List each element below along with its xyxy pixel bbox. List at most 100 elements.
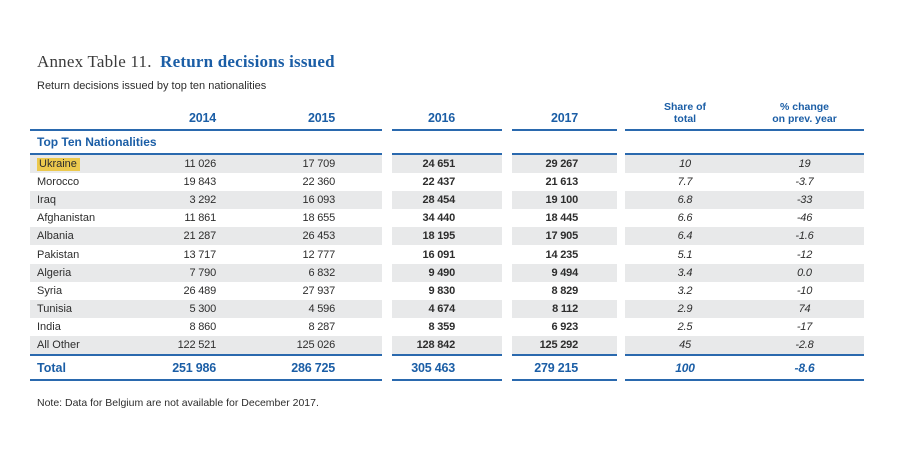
header-2015: 2015 — [272, 97, 382, 131]
column-gutter — [382, 335, 392, 355]
cell-text: 3.4 — [677, 266, 693, 279]
value-2015: 6 832 — [272, 263, 382, 282]
value-2014: 13 717 — [162, 245, 272, 263]
header-share-of-total: Share of total — [625, 97, 745, 131]
column-gutter — [617, 335, 625, 355]
column-gutter — [617, 131, 625, 155]
section-empty-cell — [392, 131, 502, 155]
cell-text: 3 292 — [189, 194, 216, 207]
table-row: Morocco 19 843 22 360 22 437 21 613 7.7 -3.7 — [30, 173, 864, 192]
value-2017: 17 905 — [512, 227, 617, 246]
cell-text: 2.9 — [677, 302, 693, 315]
cell-text: 45 — [679, 338, 691, 351]
value-2016: 128 842 — [392, 335, 502, 355]
pct-change-value: -3.7 — [745, 173, 864, 191]
nationality-label: India — [30, 318, 162, 336]
section-title: Top Ten Nationalities — [30, 131, 162, 155]
pct-change-value: 0.0 — [745, 263, 864, 282]
value-2014: 122 521 — [162, 335, 272, 355]
column-gutter — [617, 263, 625, 282]
total-share: 100 — [625, 354, 745, 382]
table-row: Syria 26 489 27 937 9 830 8 829 3.2 -10 — [30, 281, 864, 300]
nationality-text: Albania — [37, 230, 74, 243]
value-2017: 29 267 — [512, 155, 617, 174]
value-2015: 26 453 — [272, 227, 382, 246]
value-2016: 22 437 — [392, 173, 502, 191]
pct-change-value: -1.6 — [745, 227, 864, 246]
section-empty-cell — [745, 131, 864, 155]
cell-text: 17 905 — [545, 230, 579, 243]
cell-text: 17 709 — [302, 158, 336, 171]
column-gutter — [502, 317, 512, 336]
value-2016: 9 830 — [392, 282, 502, 300]
column-gutter — [382, 155, 392, 174]
cell-text: 19 — [798, 158, 811, 171]
column-gutter — [502, 281, 512, 300]
nationality-text: India — [37, 320, 61, 333]
cell-text: 26 453 — [302, 230, 336, 243]
table-row: All Other 122 521 125 026 128 842 125 292 45 -… — [30, 335, 864, 355]
table-row: Tunisia 5 300 4 596 4 674 8 112 2.9 74 — [30, 299, 864, 318]
column-gutter — [502, 191, 512, 210]
nationality-label: Ukraine — [30, 155, 162, 174]
share-of-total-value: 6.4 — [625, 227, 745, 246]
cell-text: 74 — [798, 302, 811, 315]
column-gutter — [502, 354, 512, 382]
nationality-label: Algeria — [30, 263, 162, 282]
return-decisions-table: 2014 2015 2016 2017 Share of total % cha… — [30, 97, 864, 382]
header-2014: 2014 — [162, 97, 272, 131]
table-header-row: 2014 2015 2016 2017 Share of total % cha… — [30, 97, 864, 131]
column-gutter — [382, 97, 392, 131]
nationality-text: Iraq — [37, 194, 56, 207]
cell-text: -1.6 — [795, 230, 814, 243]
cell-text: 125 026 — [296, 338, 336, 351]
share-of-total-value: 6.6 — [625, 209, 745, 227]
share-of-total-value: 7.7 — [625, 173, 745, 191]
total-label: Total — [30, 354, 162, 382]
total-2017: 279 215 — [512, 354, 617, 382]
cell-text: 7.7 — [677, 176, 693, 189]
cell-text: 2.5 — [677, 320, 693, 333]
value-2016: 16 091 — [392, 245, 502, 263]
value-2016: 18 195 — [392, 227, 502, 246]
total-2015: 286 725 — [272, 354, 382, 382]
cell-text: -3.7 — [795, 176, 814, 189]
cell-text: 28 454 — [422, 194, 456, 207]
value-2016: 8 359 — [392, 318, 502, 336]
value-2017: 9 494 — [512, 263, 617, 282]
footnote: Note: Data for Belgium are not available… — [37, 397, 319, 409]
nationality-label: All Other — [30, 335, 162, 355]
column-gutter — [382, 281, 392, 300]
cell-text: -12 — [796, 248, 813, 261]
total-pct-change: -8.6 — [745, 354, 864, 382]
pct-change-value: 74 — [745, 299, 864, 318]
nationality-text: Tunisia — [37, 302, 73, 315]
column-gutter — [382, 317, 392, 336]
table-row: Afghanistan 11 861 18 655 34 440 18 445 6.6 -4… — [30, 209, 864, 228]
header-empty-cell — [30, 97, 162, 131]
value-2014: 21 287 — [162, 227, 272, 246]
share-of-total-value: 2.9 — [625, 299, 745, 318]
cell-text: 0.0 — [797, 266, 812, 279]
cell-text: -10 — [796, 284, 813, 297]
cell-text: 19 843 — [183, 176, 217, 189]
column-gutter — [502, 97, 512, 131]
cell-text: 27 937 — [302, 284, 336, 297]
share-of-total-value: 3.4 — [625, 263, 745, 282]
share-of-total-value: 3.2 — [625, 282, 745, 300]
column-gutter — [502, 155, 512, 174]
value-2015: 125 026 — [272, 335, 382, 355]
cell-text: 29 267 — [545, 158, 579, 171]
nationality-label: Morocco — [30, 173, 162, 191]
cell-text: -33 — [796, 194, 813, 207]
column-gutter — [502, 209, 512, 228]
value-2014: 19 843 — [162, 173, 272, 191]
cell-text: 11 861 — [184, 212, 216, 225]
total-row: Total 251 986 286 725 305 463 279 215 10… — [30, 354, 864, 382]
share-of-total-value: 2.5 — [625, 318, 745, 336]
column-gutter — [502, 335, 512, 355]
column-gutter — [617, 317, 625, 336]
cell-text: -2.8 — [795, 338, 814, 351]
pct-change-value: -12 — [745, 245, 864, 263]
pct-change-value: -2.8 — [745, 335, 864, 355]
